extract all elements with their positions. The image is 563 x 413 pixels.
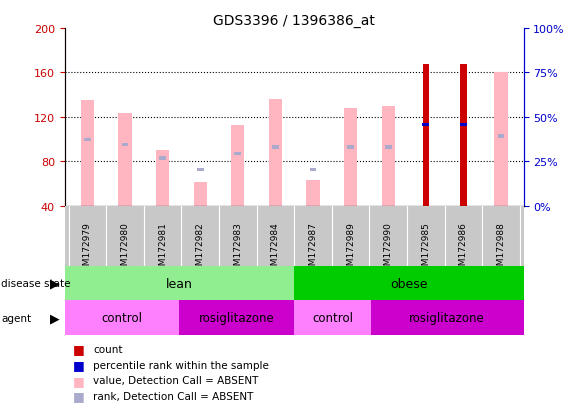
Bar — [344, 109, 357, 206]
Text: rosiglitazone: rosiglitazone — [409, 311, 485, 324]
Bar — [385, 146, 392, 150]
Bar — [234, 153, 241, 156]
Bar — [347, 146, 354, 150]
Text: lean: lean — [166, 277, 193, 290]
Bar — [370, 301, 524, 335]
Bar — [118, 113, 132, 206]
Bar — [460, 64, 467, 206]
Bar — [294, 266, 524, 301]
Bar — [65, 301, 180, 335]
Text: ▶: ▶ — [50, 311, 59, 324]
Text: ▶: ▶ — [50, 277, 59, 290]
Bar — [194, 182, 207, 206]
Bar — [196, 168, 204, 171]
Text: ■: ■ — [73, 342, 85, 356]
Text: ■: ■ — [73, 389, 85, 403]
Bar — [498, 135, 504, 138]
Title: GDS3396 / 1396386_at: GDS3396 / 1396386_at — [213, 14, 375, 28]
Text: rosiglitazone: rosiglitazone — [199, 311, 275, 324]
Bar — [294, 301, 370, 335]
Text: obese: obese — [390, 277, 428, 290]
Bar — [65, 266, 294, 301]
Text: control: control — [101, 311, 142, 324]
Bar — [422, 64, 429, 206]
Bar — [156, 151, 169, 206]
Bar — [272, 146, 279, 150]
Bar — [382, 107, 395, 206]
Text: value, Detection Call = ABSENT: value, Detection Call = ABSENT — [93, 375, 258, 385]
Bar — [460, 124, 467, 127]
Text: count: count — [93, 344, 122, 354]
Bar — [122, 144, 128, 147]
Bar — [159, 157, 166, 160]
Bar — [310, 168, 316, 171]
Bar — [494, 74, 508, 206]
Text: agent: agent — [1, 313, 32, 323]
Text: disease state: disease state — [1, 278, 70, 289]
Bar — [84, 138, 91, 142]
Bar — [269, 100, 282, 206]
Bar — [180, 301, 294, 335]
Bar — [231, 126, 244, 206]
Bar — [422, 124, 429, 127]
Text: ■: ■ — [73, 374, 85, 387]
Text: percentile rank within the sample: percentile rank within the sample — [93, 360, 269, 370]
Bar — [81, 101, 94, 206]
Bar — [306, 181, 320, 206]
Text: control: control — [312, 311, 353, 324]
Text: rank, Detection Call = ABSENT: rank, Detection Call = ABSENT — [93, 391, 253, 401]
Text: ■: ■ — [73, 358, 85, 371]
